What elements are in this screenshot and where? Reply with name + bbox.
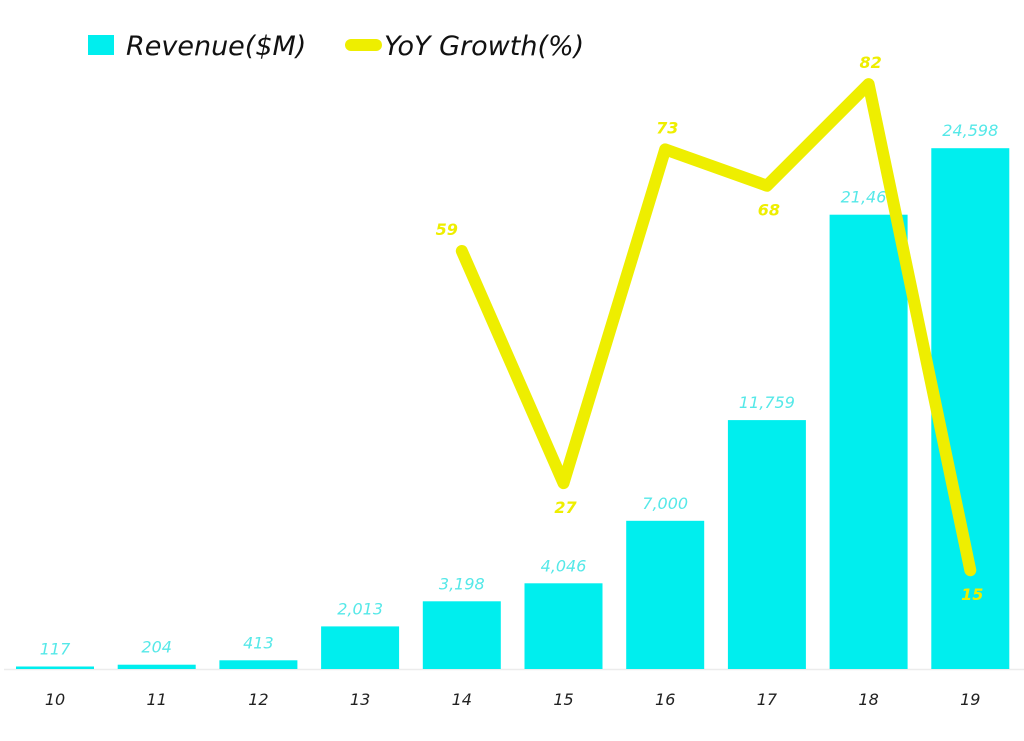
legend-swatch-revenue	[88, 35, 114, 55]
x-tick-17: 17	[757, 690, 778, 709]
x-tick-13: 13	[350, 690, 370, 709]
x-tick-11: 11	[147, 690, 167, 709]
bar-revenue-16	[626, 520, 705, 669]
growth-labels: 59 27 73 68 82 15	[436, 53, 984, 604]
bar-label-18: 21,460	[841, 188, 897, 207]
bars	[16, 148, 1010, 669]
x-tick-19: 19	[960, 690, 980, 709]
bar-revenue-14	[422, 601, 501, 669]
growth-line	[455, 78, 977, 577]
growth-label-17: 68	[758, 201, 780, 220]
x-tick-labels: 10 11 12 13 14 15 16 17 18 19	[45, 690, 981, 709]
bar-label-11: 204	[141, 638, 172, 657]
growth-label-18: 82	[859, 53, 881, 72]
bar-label-12: 413	[243, 633, 274, 652]
bar-label-10: 117	[40, 640, 71, 659]
bar-label-16: 7,000	[642, 494, 688, 513]
bar-revenue-11	[117, 664, 196, 669]
bar-revenue-13	[321, 626, 400, 669]
bar-labels: 117 204 413 2,013 3,198 4,046 7,000 11,759 21,46…	[40, 121, 999, 658]
bar-revenue-18	[829, 214, 908, 669]
x-tick-10: 10	[45, 690, 65, 709]
x-tick-16: 16	[655, 690, 675, 709]
legend-label-revenue: Revenue($M)	[126, 31, 306, 62]
bar-label-19: 24,598	[942, 121, 998, 140]
bar-revenue-15	[524, 583, 603, 669]
growth-label-15: 27	[554, 498, 577, 517]
growth-label-19: 15	[961, 585, 983, 604]
bar-revenue-10	[16, 666, 94, 669]
x-tick-18: 18	[858, 690, 878, 709]
bar-revenue-12	[219, 660, 298, 669]
bar-label-13: 2,013	[337, 599, 383, 618]
legend: Revenue($M) YoY Growth(%)	[88, 31, 584, 62]
x-tick-14: 14	[452, 690, 472, 709]
bar-label-17: 11,759	[739, 393, 795, 412]
bar-revenue-17	[727, 420, 806, 669]
bar-label-15: 4,046	[541, 556, 587, 575]
x-tick-15: 15	[553, 690, 573, 709]
legend-label-growth: YoY Growth(%)	[384, 31, 584, 62]
x-tick-12: 12	[248, 690, 268, 709]
growth-label-16: 73	[656, 118, 678, 137]
bar-revenue-19	[931, 148, 1010, 669]
bar-label-14: 3,198	[439, 574, 485, 593]
growth-label-14: 59	[436, 220, 458, 239]
growth-line-layer	[455, 78, 977, 577]
